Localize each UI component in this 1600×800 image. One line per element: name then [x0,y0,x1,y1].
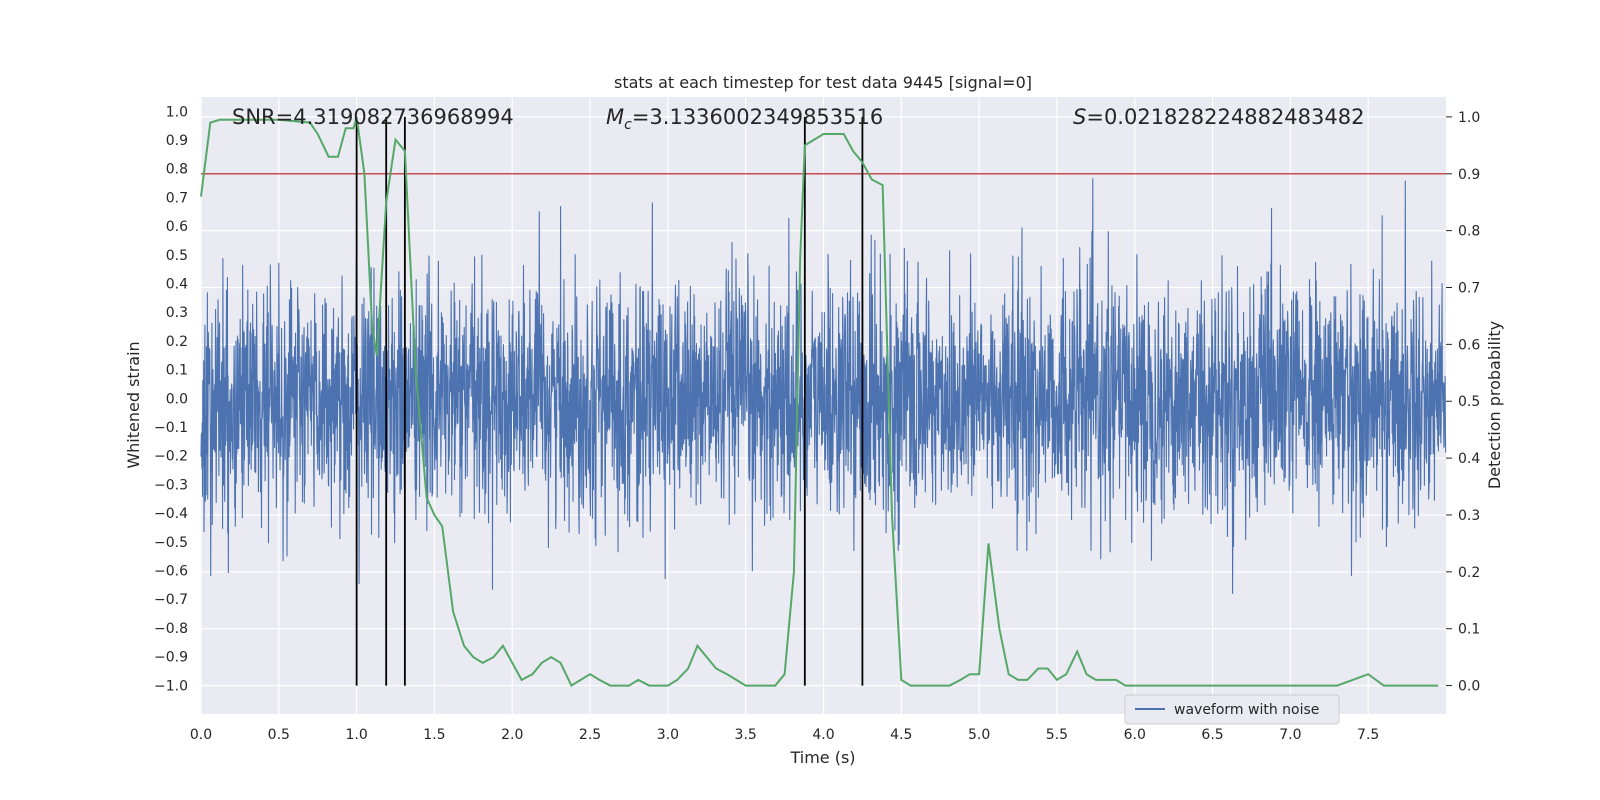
probability-line [200,116,1439,687]
y-right-tick-label: 0.4 [1458,451,1480,467]
y-left-tick-label: 0.6 [166,219,188,235]
x-tick-label: 4.0 [812,727,834,743]
y-right-tick-label: 0.0 [1458,679,1480,695]
y-right-tick-label: 0.7 [1458,281,1480,297]
y-right-tick-label: 0.6 [1458,337,1480,353]
y-axis-right-label: Detection probability [1485,321,1504,489]
x-tick-label: 6.0 [1124,727,1146,743]
x-tick-label: 1.0 [345,727,367,743]
legend: waveform with noise [1124,694,1340,725]
y-left-tick-label: −0.1 [154,420,188,436]
s-symbol: S [1073,105,1086,129]
y-left-tick-label: 0.4 [166,277,188,293]
y-left-tick-label: −0.8 [154,621,188,637]
y-right-tick-label: 0.9 [1458,167,1480,183]
x-tick-label: 7.5 [1357,727,1379,743]
legend-box [1124,694,1340,725]
y-left-tick-label: −0.4 [154,506,188,522]
y-left-tick-label: 0.3 [166,305,188,321]
chart-title: stats at each timestep for test data 944… [614,73,1032,92]
snr-annotation: SNR=4.319082736968994 [232,105,514,129]
x-tick-label: 0.0 [190,727,212,743]
y-axis-left-label: Whitened strain [124,341,143,468]
probability-series [200,116,1439,687]
s-annotation: S=0.021828224882483482 [1073,105,1364,129]
y-left-tick-label: −0.5 [154,535,188,551]
y-left-tick-label: −0.9 [154,650,188,666]
chirp-mass-symbol: M [606,105,624,129]
y-left-tick-label: 0.9 [166,133,188,149]
y-right-tick-label: 0.2 [1458,565,1480,581]
y-right-tick-label: 1.0 [1458,110,1480,126]
ticks-layer: 0.0 0.5 1.0 1.5 2.0 2.5 3.0 3.5 4.0 4.5 5.0 5.5 6.0 6… [154,104,1480,743]
chirp-mass-annotation: Mc=3.1336002349853516 [606,105,883,133]
y-left-tick-label: 0.0 [166,391,188,407]
y-left-tick-label: 1.0 [166,104,188,120]
y-left-tick-label: −1.0 [154,678,188,694]
y-left-tick-label: 0.5 [166,248,188,264]
y-left-tick-label: 0.8 [166,162,188,178]
y-right-tick-label: 0.1 [1458,622,1480,638]
x-tick-label: 6.5 [1201,727,1223,743]
waveform-series [200,178,1447,594]
x-tick-label: 7.0 [1279,727,1301,743]
y-left-tick-label: 0.2 [166,334,188,350]
x-tick-label: 2.0 [501,727,523,743]
y-left-tick-label: 0.1 [166,363,188,379]
x-tick-label: 5.5 [1046,727,1068,743]
x-tick-label: 2.5 [579,727,601,743]
y-left-tick-label: −0.3 [154,477,188,493]
chirp-mass-subscript: c [624,117,632,133]
y-left-tick-label: −0.7 [154,592,188,608]
legend-label: waveform with noise [1174,702,1319,718]
y-right-tick-label: 0.5 [1458,394,1480,410]
y-left-tick-label: 0.7 [166,190,188,206]
x-axis-label: Time (s) [789,748,855,767]
x-tick-label: 4.5 [890,727,912,743]
y-left-tick-label: −0.6 [154,564,188,580]
chirp-mass-value: =3.1336002349853516 [632,105,883,129]
x-tick-label: 0.5 [268,727,290,743]
x-tick-label: 1.5 [423,727,445,743]
x-tick-label: 3.0 [657,727,679,743]
s-value: =0.021828224882483482 [1086,105,1364,129]
x-tick-label: 3.5 [735,727,757,743]
y-left-tick-label: −0.2 [154,449,188,465]
waveform-line [200,178,1447,594]
y-right-tick-label: 0.3 [1458,508,1480,524]
x-tick-label: 5.0 [968,727,990,743]
y-right-tick-label: 0.8 [1458,224,1480,240]
